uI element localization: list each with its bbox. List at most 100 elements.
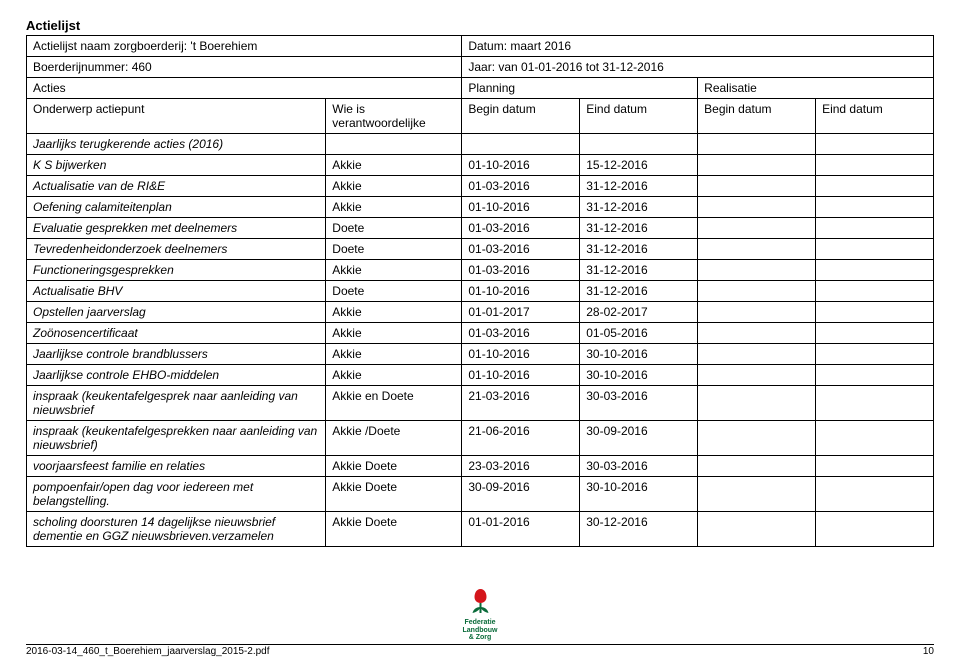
table-cell <box>816 365 934 386</box>
table-header-row-1: Actielijst naam zorgboerderij: 't Boereh… <box>27 36 934 57</box>
table-row: FunctioneringsgesprekkenAkkie01-03-20163… <box>27 260 934 281</box>
header-farm-name: Actielijst naam zorgboerderij: 't Boereh… <box>27 36 462 57</box>
table-cell: Akkie <box>326 323 462 344</box>
table-cell: 01-03-2016 <box>462 239 580 260</box>
table-cell <box>698 218 816 239</box>
table-cell <box>816 344 934 365</box>
table-cell <box>816 218 934 239</box>
page-footer: Federatie Landbouw & Zorg 2016-03-14_460… <box>26 587 934 657</box>
logo-text: Federatie Landbouw & Zorg <box>463 619 498 642</box>
table-header-row-3: Acties Planning Realisatie <box>27 78 934 99</box>
table-cell: 01-10-2016 <box>462 344 580 365</box>
table-cell: 30-09-2016 <box>462 477 580 512</box>
table-cell: Actualisatie van de RI&E <box>27 176 326 197</box>
table-row: Actualisatie van de RI&EAkkie01-03-20163… <box>27 176 934 197</box>
table-row: inspraak (keukentafelgesprekken naar aan… <box>27 421 934 456</box>
table-cell: 30-12-2016 <box>580 512 698 547</box>
table-cell <box>816 512 934 547</box>
table-row: Actualisatie BHVDoete01-10-201631-12-201… <box>27 281 934 302</box>
table-row: voorjaarsfeest familie en relatiesAkkie … <box>27 456 934 477</box>
table-cell: Jaarlijkse controle EHBO-middelen <box>27 365 326 386</box>
table-cell: 30-03-2016 <box>580 386 698 421</box>
table-cell: voorjaarsfeest familie en relaties <box>27 456 326 477</box>
col-verantwoordelijke: Wie is verantwoordelijke <box>326 99 462 134</box>
header-year-range: Jaar: van 01-01-2016 tot 31-12-2016 <box>462 57 934 78</box>
table-cell: 30-10-2016 <box>580 365 698 386</box>
header-realisatie: Realisatie <box>698 78 934 99</box>
table-cell: 31-12-2016 <box>580 218 698 239</box>
table-cell: Doete <box>326 281 462 302</box>
table-cell: 15-12-2016 <box>580 155 698 176</box>
table-cell: Oefening calamiteitenplan <box>27 197 326 218</box>
table-cell: Akkie <box>326 176 462 197</box>
col-begin-planning: Begin datum <box>462 99 580 134</box>
table-cell: 21-06-2016 <box>462 421 580 456</box>
table-cell <box>698 456 816 477</box>
table-cell: Doete <box>326 218 462 239</box>
table-cell: Akkie <box>326 302 462 323</box>
table-cell: 01-03-2016 <box>462 176 580 197</box>
table-cell: 28-02-2017 <box>580 302 698 323</box>
table-cell: Akkie <box>326 155 462 176</box>
table-cell: Akkie Doete <box>326 477 462 512</box>
table-cell: 31-12-2016 <box>580 239 698 260</box>
table-row: inspraak (keukentafelgesprek naar aanlei… <box>27 386 934 421</box>
table-cell: 01-01-2017 <box>462 302 580 323</box>
table-cell <box>698 512 816 547</box>
table-cell <box>698 477 816 512</box>
header-acties: Acties <box>27 78 462 99</box>
table-cell: scholing doorsturen 14 dagelijkse nieuws… <box>27 512 326 547</box>
table-cell <box>698 302 816 323</box>
table-cell <box>816 239 934 260</box>
table-cell <box>816 302 934 323</box>
table-cell: Akkie <box>326 365 462 386</box>
logo-line-1: Federatie <box>463 619 498 627</box>
section-jaarlijks: Jaarlijks terugkerende acties (2016) <box>27 134 326 155</box>
table-cell: Evaluatie gesprekken met deelnemers <box>27 218 326 239</box>
federation-logo: Federatie Landbouw & Zorg <box>463 587 498 642</box>
table-header-row-4: Onderwerp actiepunt Wie is verantwoordel… <box>27 99 934 134</box>
table-cell <box>816 197 934 218</box>
table-cell: 30-10-2016 <box>580 344 698 365</box>
table-cell: 01-03-2016 <box>462 260 580 281</box>
table-cell: pompoenfair/open dag voor iedereen met b… <box>27 477 326 512</box>
table-cell <box>816 176 934 197</box>
col-eind-planning: Eind datum <box>580 99 698 134</box>
table-section-row: Jaarlijks terugkerende acties (2016) <box>27 134 934 155</box>
table-cell: 31-12-2016 <box>580 260 698 281</box>
col-begin-realisatie: Begin datum <box>698 99 816 134</box>
table-cell: 31-12-2016 <box>580 281 698 302</box>
table-cell <box>698 323 816 344</box>
col-eind-realisatie: Eind datum <box>816 99 934 134</box>
table-cell: 31-12-2016 <box>580 197 698 218</box>
table-cell <box>698 421 816 456</box>
table-cell: Zoönosencertificaat <box>27 323 326 344</box>
table-row: Opstellen jaarverslagAkkie01-01-201728-0… <box>27 302 934 323</box>
table-row: scholing doorsturen 14 dagelijkse nieuws… <box>27 512 934 547</box>
logo-line-2: Landbouw <box>463 627 498 635</box>
table-header-row-2: Boerderijnummer: 460 Jaar: van 01-01-201… <box>27 57 934 78</box>
table-cell: 21-03-2016 <box>462 386 580 421</box>
table-cell <box>816 155 934 176</box>
table-cell: 01-10-2016 <box>462 365 580 386</box>
table-row: pompoenfair/open dag voor iedereen met b… <box>27 477 934 512</box>
table-cell: inspraak (keukentafelgesprekken naar aan… <box>27 421 326 456</box>
table-cell: K S bijwerken <box>27 155 326 176</box>
table-cell: 01-01-2016 <box>462 512 580 547</box>
table-row: Jaarlijkse controle EHBO-middelenAkkie01… <box>27 365 934 386</box>
table-cell: 01-10-2016 <box>462 197 580 218</box>
table-cell: Akkie en Doete <box>326 386 462 421</box>
table-cell: Opstellen jaarverslag <box>27 302 326 323</box>
table-cell: Akkie <box>326 197 462 218</box>
table-cell: Akkie <box>326 260 462 281</box>
table-cell <box>698 197 816 218</box>
table-cell: Functioneringsgesprekken <box>27 260 326 281</box>
table-cell <box>698 260 816 281</box>
table-cell: Doete <box>326 239 462 260</box>
table-row: K S bijwerkenAkkie01-10-201615-12-2016 <box>27 155 934 176</box>
table-cell: Actualisatie BHV <box>27 281 326 302</box>
table-cell <box>816 456 934 477</box>
table-cell <box>698 176 816 197</box>
table-cell <box>698 365 816 386</box>
table-row: ZoönosencertificaatAkkie01-03-201601-05-… <box>27 323 934 344</box>
